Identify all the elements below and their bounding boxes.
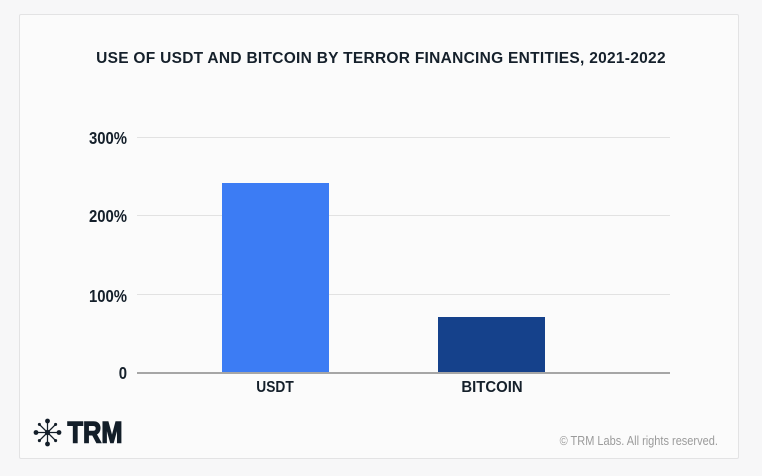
svg-text:TRM: TRM: [68, 417, 123, 450]
